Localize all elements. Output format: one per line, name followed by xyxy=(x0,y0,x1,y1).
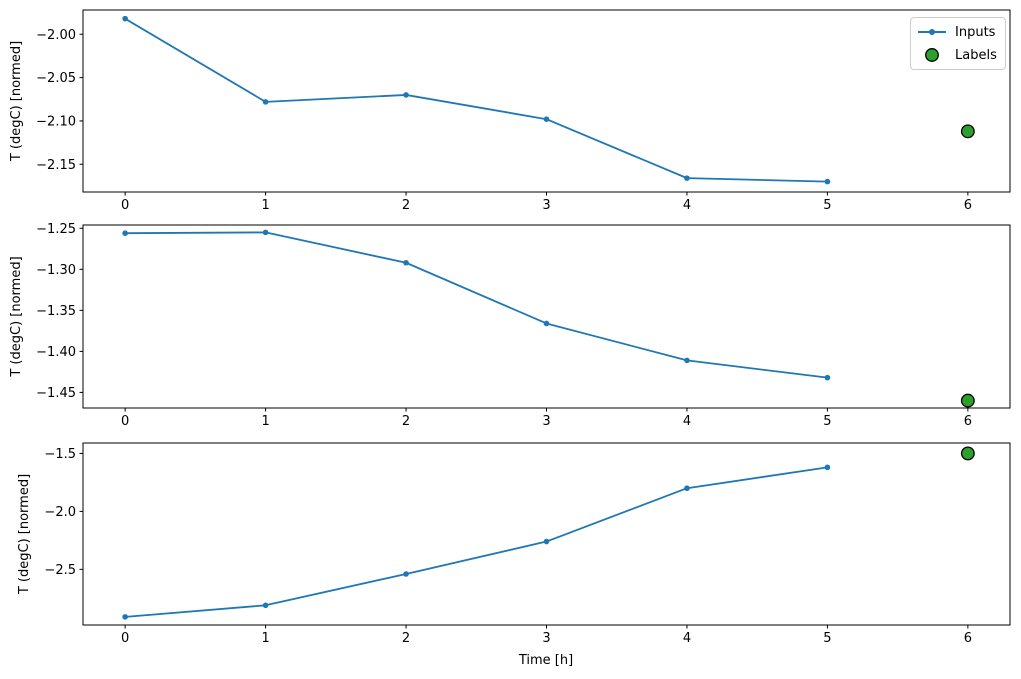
legend-item-labels: Labels xyxy=(917,45,998,65)
labels-legend-circle-icon xyxy=(925,48,939,62)
inputs-marker xyxy=(824,178,831,185)
x-tick-label: 5 xyxy=(823,631,831,646)
inputs-marker xyxy=(543,538,550,545)
inputs-marker xyxy=(122,614,128,620)
x-tick-label: 1 xyxy=(261,414,269,429)
inputs-marker xyxy=(122,15,128,22)
x-tick-label: 6 xyxy=(964,198,972,213)
legend[interactable]: Inputs Labels xyxy=(910,17,1006,70)
x-tick-label: 4 xyxy=(683,198,691,213)
y-tick-label: −2.0 xyxy=(44,505,76,520)
y-axis-label: T (degC) [normed] xyxy=(9,41,24,162)
legend-label-inputs: Inputs xyxy=(955,24,996,40)
inputs-legend-line-icon xyxy=(918,29,946,35)
inputs-marker xyxy=(543,320,550,327)
y-tick-label: −2.15 xyxy=(36,158,76,173)
y-tick-label: −1.5 xyxy=(44,447,76,462)
y-tick-label: −2.00 xyxy=(36,28,76,43)
legend-item-inputs: Inputs xyxy=(917,22,998,42)
inputs-marker xyxy=(262,99,269,105)
y-tick-label: −1.35 xyxy=(36,304,76,319)
x-tick-label: 6 xyxy=(964,414,972,429)
inputs-line xyxy=(124,17,829,183)
x-tick-label: 6 xyxy=(964,631,972,646)
inputs-marker xyxy=(262,602,269,609)
x-tick-label: 2 xyxy=(402,414,410,429)
inputs-marker xyxy=(403,92,409,98)
labels-marker xyxy=(960,124,975,139)
y-axis-label: T (degC) [normed] xyxy=(17,474,32,595)
axes-frame xyxy=(82,9,1011,193)
inputs-marker xyxy=(684,357,690,364)
x-tick-label: 0 xyxy=(121,414,129,429)
x-tick-label: 3 xyxy=(542,198,550,213)
y-tick-label: −1.40 xyxy=(36,345,76,360)
inputs-marker xyxy=(403,571,409,577)
legend-label-labels: Labels xyxy=(955,47,997,63)
x-tick-label: 2 xyxy=(402,198,410,213)
x-tick-label: 3 xyxy=(542,414,550,429)
inputs-marker xyxy=(824,464,831,471)
x-tick-label: 3 xyxy=(542,631,550,646)
y-axis-label: T (degC) [normed] xyxy=(9,256,24,377)
x-tick-label: 4 xyxy=(683,414,691,429)
labels-marker xyxy=(960,446,975,461)
x-tick-label: 2 xyxy=(402,631,410,646)
x-tick-label: 4 xyxy=(683,631,691,646)
y-tick-label: −2.10 xyxy=(36,114,76,129)
x-tick-label: 5 xyxy=(823,414,831,429)
y-tick-label: −1.30 xyxy=(36,263,76,278)
x-tick-label: 0 xyxy=(121,198,129,213)
inputs-marker xyxy=(262,229,269,236)
x-axis-label: Time [h] xyxy=(518,653,573,668)
y-tick-label: −2.5 xyxy=(44,563,76,578)
axes-frame xyxy=(82,224,1011,409)
x-tick-label: 5 xyxy=(823,198,831,213)
labels-marker xyxy=(960,393,975,408)
axes-frame xyxy=(82,442,1011,626)
y-tick-label: −1.45 xyxy=(36,386,76,401)
y-tick-label: −1.25 xyxy=(36,222,76,237)
inputs-marker xyxy=(824,374,831,381)
inputs-marker xyxy=(684,175,690,181)
inputs-line xyxy=(124,466,829,618)
y-tick-label: −2.05 xyxy=(36,71,76,86)
x-tick-label: 0 xyxy=(121,631,129,646)
x-tick-label: 1 xyxy=(261,198,269,213)
x-tick-label: 1 xyxy=(261,631,269,646)
inputs-marker xyxy=(684,485,690,492)
inputs-marker xyxy=(122,230,128,237)
inputs-marker xyxy=(543,116,550,122)
inputs-line xyxy=(124,231,829,379)
inputs-marker xyxy=(403,259,409,266)
